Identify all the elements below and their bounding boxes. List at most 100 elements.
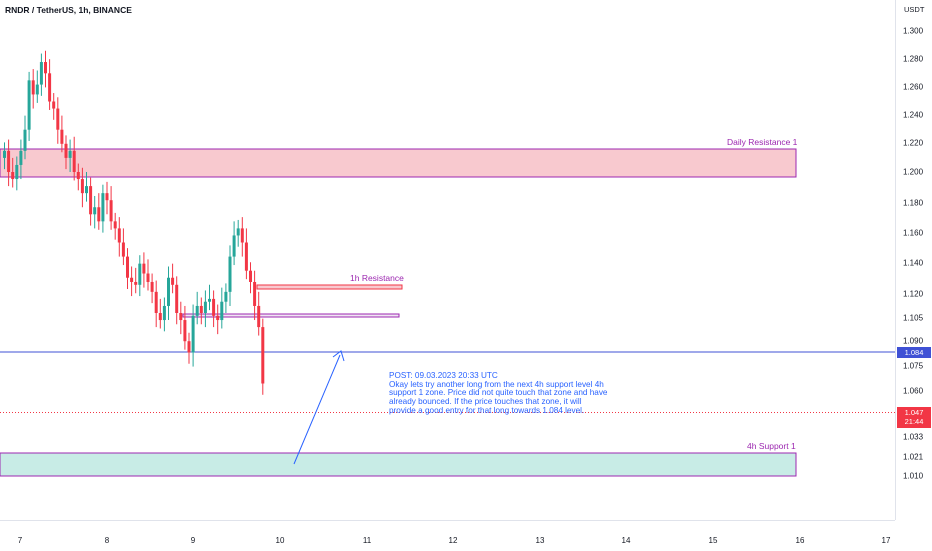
candle-body [146, 273, 150, 282]
candle-body [224, 291, 228, 302]
intermediate-zone[interactable] [182, 313, 400, 318]
price-tick: 1.180 [903, 198, 924, 208]
candle-body [138, 263, 142, 285]
candle-body [183, 320, 187, 342]
candle-body [48, 73, 52, 102]
candle-body [203, 301, 207, 313]
price-tick: 1.200 [903, 167, 924, 177]
candle-body [85, 186, 88, 194]
price-tick: 1.260 [903, 82, 924, 92]
projection-arrowhead [332, 350, 345, 362]
candle-body [89, 186, 93, 215]
support-4h-label: 4h Support 1 [747, 441, 796, 451]
candle-body [80, 179, 84, 194]
candle-body [23, 129, 27, 151]
analysis-note[interactable]: POST: 09.03.2023 20:33 UTC Okay lets try… [389, 371, 609, 416]
note-title: POST: 09.03.2023 20:33 UTC [389, 371, 498, 380]
candle-body [76, 172, 80, 180]
time-tick: 9 [190, 536, 196, 545]
candle-body [253, 281, 257, 306]
candle-body [56, 108, 60, 130]
candle-body [72, 150, 76, 172]
price-tick: 1.120 [903, 289, 924, 299]
candle-body [244, 242, 248, 271]
bar-countdown: 21:44 [904, 417, 924, 426]
price-tick: 1.075 [903, 361, 924, 371]
candle-body [162, 305, 166, 321]
candle-body [175, 284, 179, 313]
support-4h-zone[interactable] [0, 452, 797, 477]
daily-resistance-zone[interactable] [0, 148, 797, 178]
projection-arrow[interactable] [293, 354, 341, 465]
candle-body [220, 301, 224, 321]
note-body: Okay lets try another long from the next… [389, 379, 608, 415]
time-tick: 14 [621, 536, 631, 545]
candle-body [101, 193, 105, 222]
candle-body [257, 305, 261, 328]
price-tick: 1.240 [903, 110, 924, 120]
time-tick: 12 [448, 536, 458, 545]
candle-body [19, 150, 23, 165]
candle-body [130, 277, 134, 282]
candle-body [154, 291, 158, 313]
candle-body [249, 270, 252, 282]
candle-body [236, 228, 240, 236]
candle-body [39, 62, 43, 85]
time-axis[interactable]: 7 8 9 10 11 12 13 14 15 16 17 [0, 520, 895, 551]
price-axis[interactable]: USDT 1.300 1.280 1.260 1.240 1.220 1.200… [895, 0, 932, 520]
candle-body [179, 313, 183, 321]
candle-body [212, 298, 216, 316]
last-price-value: 1.047 [904, 408, 924, 417]
candles-group [3, 50, 265, 395]
candle-body [142, 263, 146, 274]
candle-body [105, 193, 109, 201]
time-tick: 15 [708, 536, 718, 545]
candle-body [31, 80, 35, 95]
candle-body [232, 235, 236, 257]
currency-label: USDT [904, 5, 925, 14]
candle-body [126, 256, 129, 278]
candle-body [117, 228, 121, 243]
candle-body [44, 62, 47, 74]
candle-body [261, 327, 265, 384]
hour-resistance-label: 1h Resistance [350, 273, 404, 283]
price-tick: 1.060 [903, 386, 924, 396]
price-tick: 1.160 [903, 228, 924, 238]
last-price-tag: 1.047 21:44 [897, 407, 931, 428]
candle-body [191, 315, 195, 353]
candle-body [150, 281, 154, 292]
candle-body [228, 256, 232, 292]
candle-body [216, 315, 220, 321]
candle-body [134, 281, 138, 285]
price-tick: 1.010 [903, 471, 924, 481]
candle-body [187, 341, 191, 353]
candle-body [3, 150, 6, 158]
time-tick: 11 [362, 536, 372, 545]
hour-resistance-zone[interactable] [256, 284, 403, 290]
chart-area[interactable]: RNDR / TetherUS, 1h, BINANCE Daily Resis… [0, 0, 895, 520]
candle-body [240, 228, 244, 243]
price-tick: 1.140 [903, 258, 924, 268]
time-tick: 17 [881, 536, 891, 545]
candlestick-chart[interactable] [0, 0, 895, 520]
price-tick: 1.105 [903, 313, 924, 323]
price-tick: 1.220 [903, 138, 924, 148]
candle-body [93, 207, 97, 215]
candle-body [11, 172, 15, 180]
candle-body [64, 143, 68, 158]
time-tick: 8 [104, 536, 110, 545]
price-tick: 1.280 [903, 54, 924, 64]
symbol-title[interactable]: RNDR / TetherUS, 1h, BINANCE [5, 5, 132, 15]
candle-body [35, 84, 39, 95]
time-tick: 13 [535, 536, 545, 545]
candle-body [68, 150, 72, 158]
time-tick: 10 [275, 536, 285, 545]
candle-body [97, 207, 101, 222]
price-tick: 1.021 [903, 452, 924, 462]
candle-body [199, 305, 203, 313]
candle-body [158, 313, 162, 321]
candle-body [208, 298, 211, 302]
candle-body [109, 200, 113, 222]
candle-body [195, 305, 199, 316]
level-price-tag: 1.084 [897, 347, 931, 358]
